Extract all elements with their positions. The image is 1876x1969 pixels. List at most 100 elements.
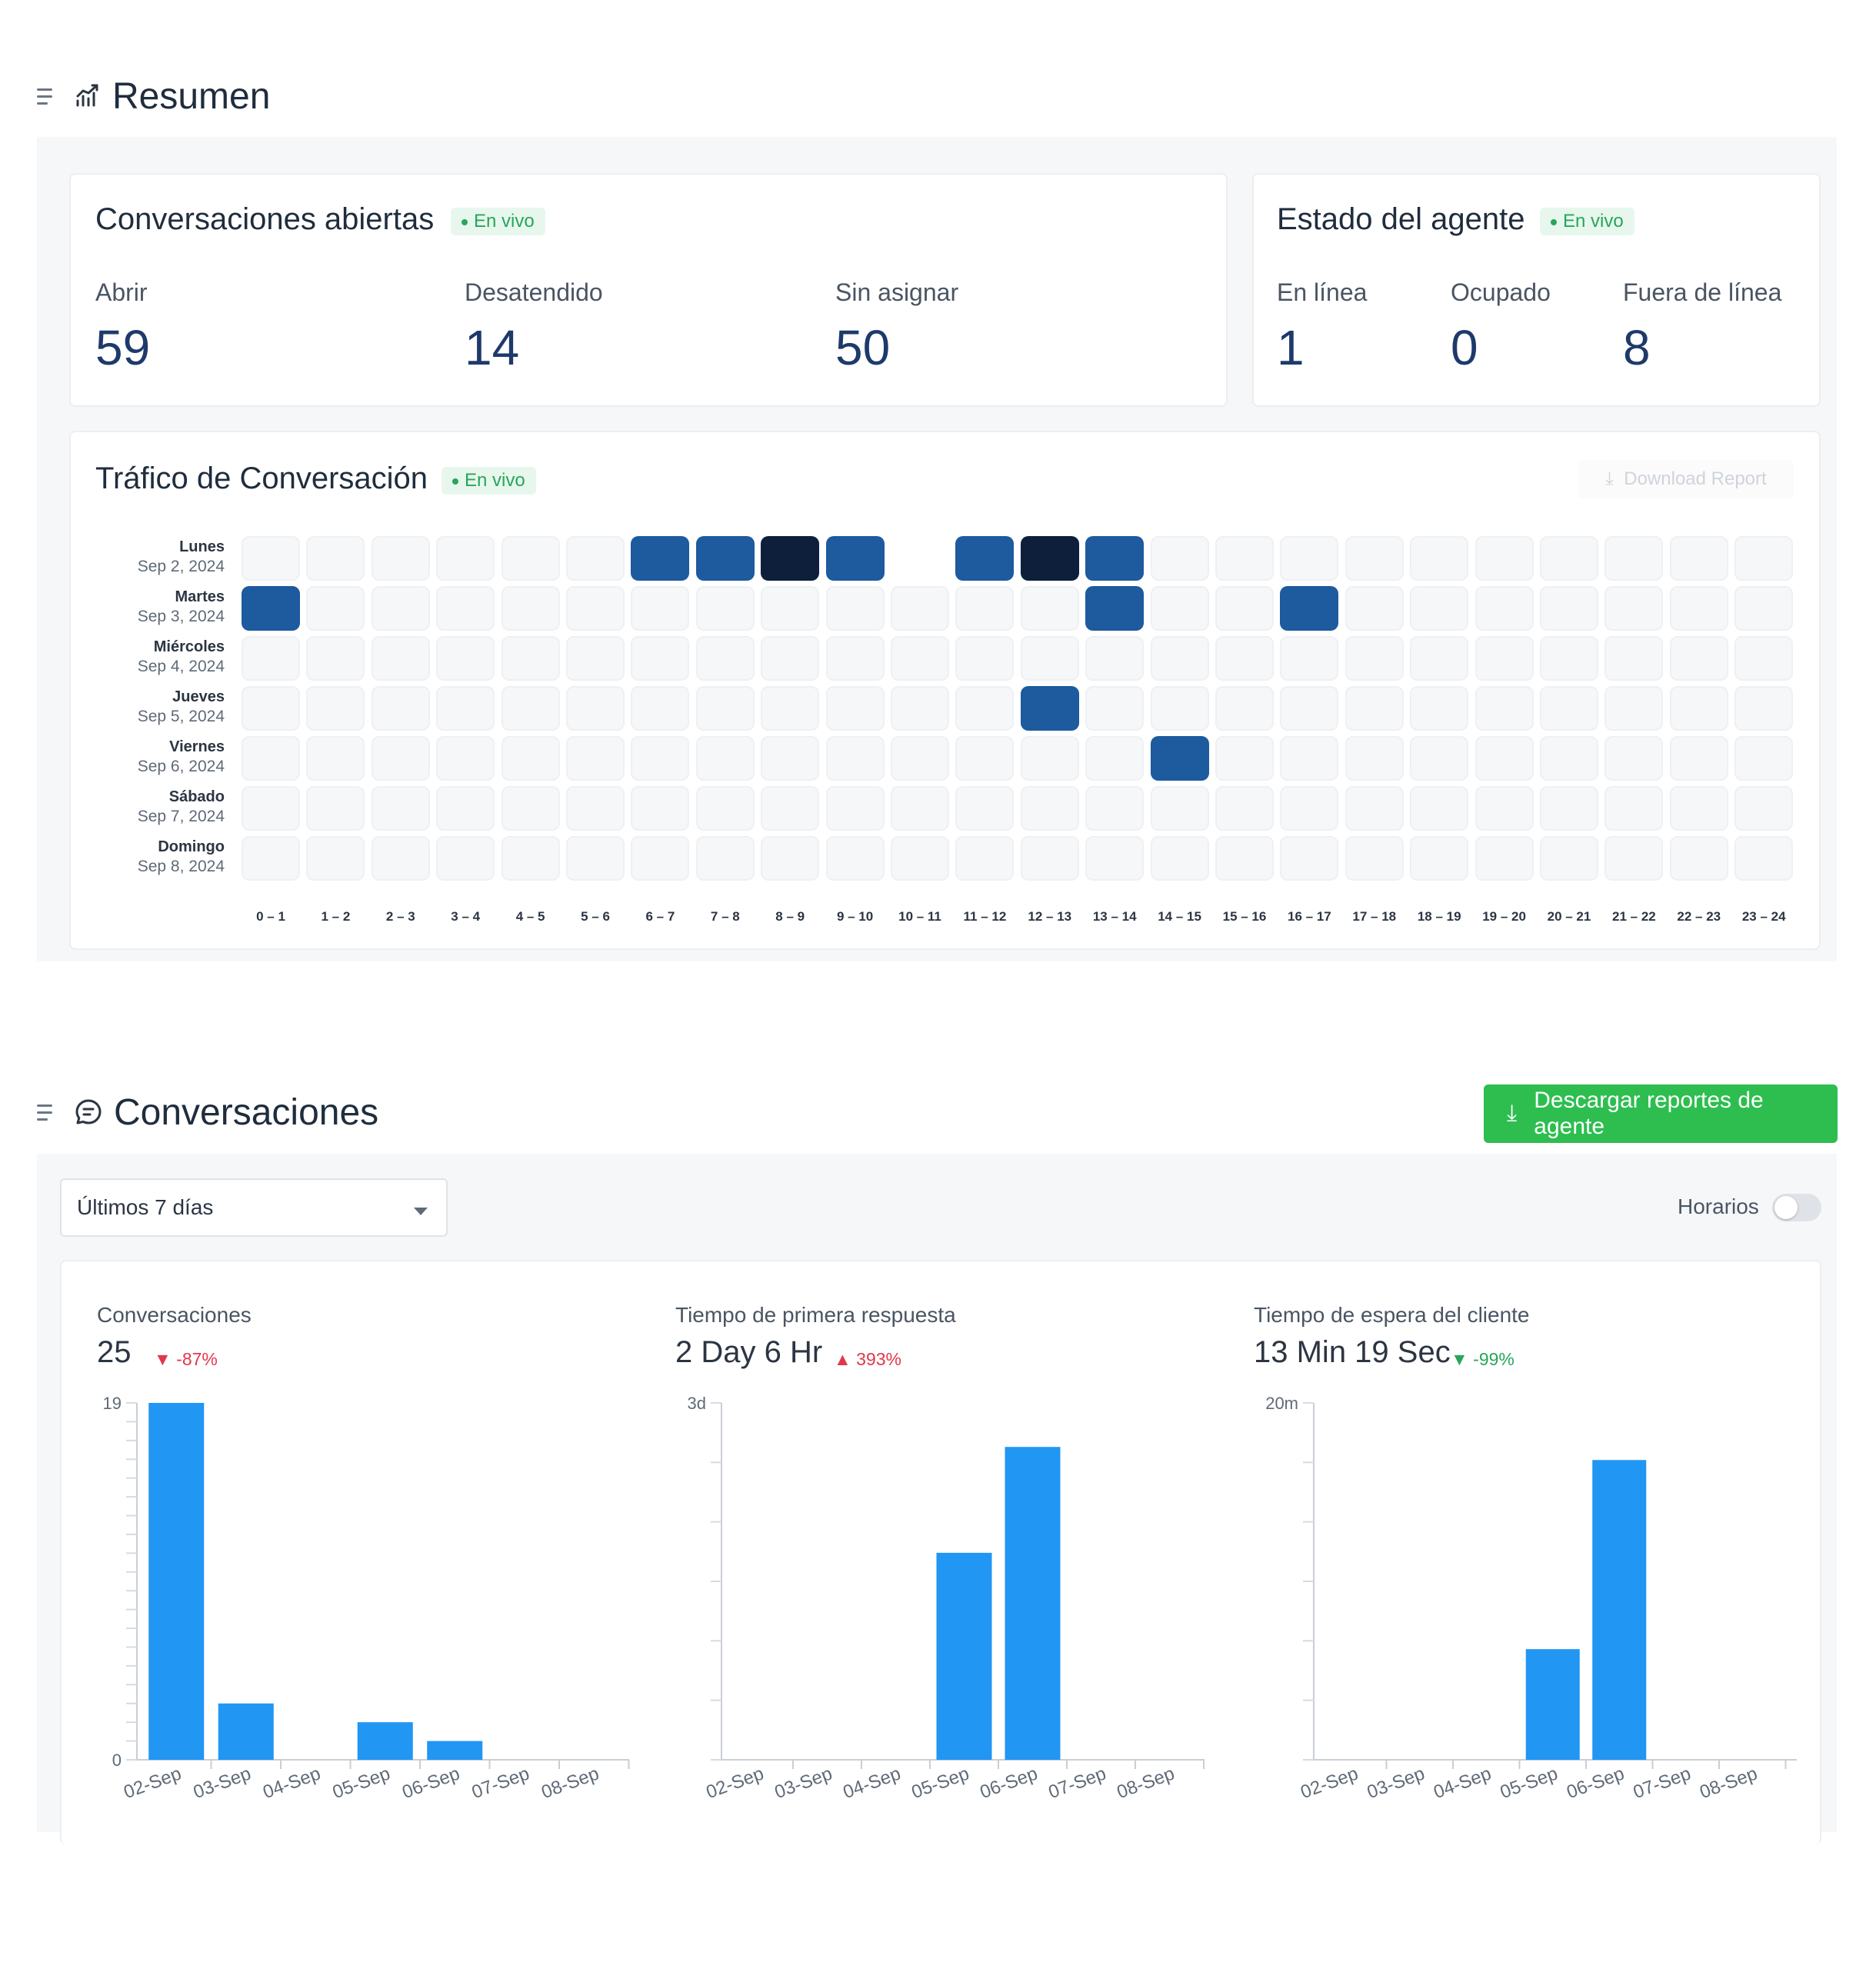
- heatmap-cell[interactable]: [761, 736, 820, 781]
- heatmap-cell[interactable]: [566, 686, 625, 731]
- heatmap-cell[interactable]: [1020, 786, 1079, 831]
- heatmap-cell[interactable]: [306, 536, 365, 581]
- heatmap-cell[interactable]: [1020, 586, 1079, 631]
- heatmap-cell[interactable]: [1085, 586, 1145, 631]
- heatmap-cell[interactable]: [566, 586, 625, 631]
- heatmap-cell[interactable]: [761, 836, 820, 881]
- heatmap-cell[interactable]: [1150, 786, 1209, 831]
- heatmap-cell[interactable]: [1280, 836, 1339, 881]
- heatmap-cell[interactable]: [1540, 736, 1598, 781]
- heatmap-cell[interactable]: [501, 786, 560, 831]
- heatmap-cell[interactable]: [242, 686, 300, 731]
- heatmap-cell[interactable]: [242, 636, 300, 681]
- heatmap-cell[interactable]: [631, 836, 690, 881]
- heatmap-cell[interactable]: [306, 786, 365, 831]
- heatmap-cell[interactable]: [891, 786, 949, 831]
- heatmap-cell[interactable]: [371, 786, 430, 831]
- heatmap-cell[interactable]: [1540, 536, 1598, 581]
- download-report-button[interactable]: ⤓ Download Report: [1578, 460, 1794, 498]
- heatmap-cell[interactable]: [1085, 636, 1145, 681]
- heatmap-cell[interactable]: [1540, 836, 1598, 881]
- heatmap-cell[interactable]: [1020, 636, 1079, 681]
- heatmap-cell[interactable]: [695, 686, 755, 731]
- heatmap-cell[interactable]: [566, 536, 625, 581]
- heatmap-cell[interactable]: [825, 836, 885, 881]
- heatmap-cell[interactable]: [955, 586, 1015, 631]
- heatmap-cell[interactable]: [1474, 686, 1534, 731]
- heatmap-cell[interactable]: [1150, 536, 1209, 581]
- heatmap-cell[interactable]: [825, 586, 885, 631]
- heatmap-cell[interactable]: [501, 636, 560, 681]
- heatmap-cell[interactable]: [242, 586, 300, 631]
- heatmap-cell[interactable]: [1474, 786, 1534, 831]
- heatmap-cell[interactable]: [306, 686, 365, 731]
- heatmap-cell[interactable]: [955, 736, 1015, 781]
- heatmap-cell[interactable]: [1215, 636, 1274, 681]
- heatmap-cell[interactable]: [695, 786, 755, 831]
- heatmap-cell[interactable]: [955, 536, 1015, 581]
- heatmap-cell[interactable]: [695, 536, 755, 581]
- heatmap-cell[interactable]: [1150, 586, 1209, 631]
- heatmap-cell[interactable]: [1540, 686, 1598, 731]
- heatmap-cell[interactable]: [242, 736, 300, 781]
- heatmap-cell[interactable]: [1669, 736, 1728, 781]
- heatmap-cell[interactable]: [1734, 586, 1794, 631]
- heatmap-cell[interactable]: [436, 636, 495, 681]
- heatmap-cell[interactable]: [1669, 636, 1728, 681]
- heatmap-cell[interactable]: [1410, 586, 1469, 631]
- heatmap-cell[interactable]: [891, 586, 949, 631]
- heatmap-cell[interactable]: [1474, 636, 1534, 681]
- heatmap-cell[interactable]: [501, 836, 560, 881]
- heatmap-cell[interactable]: [1604, 786, 1664, 831]
- heatmap-cell[interactable]: [891, 636, 949, 681]
- heatmap-cell[interactable]: [566, 636, 625, 681]
- heatmap-cell[interactable]: [1604, 586, 1664, 631]
- heatmap-cell[interactable]: [1215, 586, 1274, 631]
- heatmap-cell[interactable]: [825, 536, 885, 581]
- heatmap-cell[interactable]: [1345, 736, 1404, 781]
- heatmap-cell[interactable]: [631, 586, 690, 631]
- heatmap-cell[interactable]: [891, 836, 949, 881]
- date-range-select[interactable]: Últimos 7 días: [60, 1178, 448, 1237]
- heatmap-cell[interactable]: [1280, 786, 1339, 831]
- heatmap-cell[interactable]: [1020, 536, 1079, 581]
- heatmap-cell[interactable]: [1150, 686, 1209, 731]
- heatmap-cell[interactable]: [955, 786, 1015, 831]
- heatmap-cell[interactable]: [501, 686, 560, 731]
- heatmap-cell[interactable]: [306, 636, 365, 681]
- heatmap-cell[interactable]: [1669, 836, 1728, 881]
- heatmap-cell[interactable]: [371, 686, 430, 731]
- heatmap-cell[interactable]: [1345, 686, 1404, 731]
- heatmap-cell[interactable]: [1280, 636, 1339, 681]
- heatmap-cell[interactable]: [501, 536, 560, 581]
- heatmap-cell[interactable]: [501, 586, 560, 631]
- heatmap-cell[interactable]: [695, 586, 755, 631]
- heatmap-cell[interactable]: [436, 736, 495, 781]
- menu-toggle-icon[interactable]: [37, 1101, 58, 1123]
- heatmap-cell[interactable]: [761, 586, 820, 631]
- heatmap-cell[interactable]: [761, 686, 820, 731]
- heatmap-cell[interactable]: [1280, 686, 1339, 731]
- heatmap-cell[interactable]: [631, 686, 690, 731]
- heatmap-cell[interactable]: [1150, 836, 1209, 881]
- heatmap-cell[interactable]: [631, 636, 690, 681]
- heatmap-cell[interactable]: [1410, 686, 1469, 731]
- heatmap-cell[interactable]: [1410, 736, 1469, 781]
- heatmap-cell[interactable]: [566, 736, 625, 781]
- heatmap-cell[interactable]: [761, 786, 820, 831]
- heatmap-cell[interactable]: [825, 686, 885, 731]
- heatmap-cell[interactable]: [1085, 786, 1145, 831]
- heatmap-cell[interactable]: [436, 586, 495, 631]
- heatmap-cell[interactable]: [1669, 786, 1728, 831]
- heatmap-cell[interactable]: [1669, 586, 1728, 631]
- heatmap-cell[interactable]: [695, 736, 755, 781]
- heatmap-cell[interactable]: [1215, 536, 1274, 581]
- heatmap-cell[interactable]: [436, 686, 495, 731]
- heatmap-cell[interactable]: [891, 686, 949, 731]
- heatmap-cell[interactable]: [1734, 686, 1794, 731]
- heatmap-cell[interactable]: [1734, 786, 1794, 831]
- heatmap-cell[interactable]: [1734, 536, 1794, 581]
- heatmap-cell[interactable]: [825, 736, 885, 781]
- heatmap-cell[interactable]: [1410, 536, 1469, 581]
- heatmap-cell[interactable]: [371, 636, 430, 681]
